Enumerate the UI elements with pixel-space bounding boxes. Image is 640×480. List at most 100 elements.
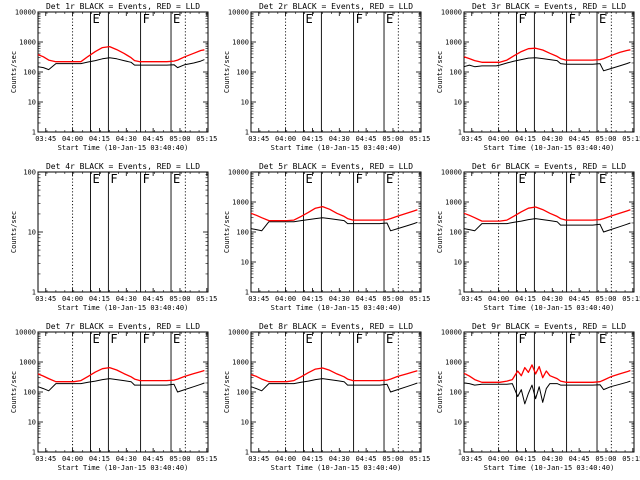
panel-det-9: Det 9r BLACK = Events, RED = LLD 03:45 04:… — [436, 322, 640, 472]
x-tick-label: 04:45 — [143, 135, 164, 143]
chart-title: Det 2r BLACK = Events, RED = LLD — [259, 2, 413, 11]
y-tick-label: 100 — [23, 169, 36, 177]
x-tick-label: 05:15 — [622, 295, 640, 303]
marker-label: E — [599, 172, 606, 186]
y-tick-label: 10 — [241, 99, 249, 107]
marker-label: E — [518, 172, 525, 186]
y-tick-label: 10000 — [441, 169, 462, 177]
marker-label: F — [569, 332, 576, 346]
y-tick-label: 1 — [458, 289, 462, 297]
marker-label: E — [599, 332, 606, 346]
x-tick-label: 05:00 — [382, 135, 403, 143]
x-tick-label: 05:15 — [622, 135, 640, 143]
marker-label: E — [173, 172, 180, 186]
x-tick-label: 04:30 — [116, 135, 137, 143]
x-tick-label: 04:00 — [488, 295, 509, 303]
x-tick-label: 05:15 — [409, 455, 430, 463]
x-tick-label: 05:00 — [595, 455, 616, 463]
marker-label: E — [386, 172, 393, 186]
y-tick-label: 10000 — [15, 329, 36, 337]
marker-label: F — [356, 332, 363, 346]
y-tick-label: 1 — [32, 289, 36, 297]
series-line-events — [37, 378, 205, 393]
x-axis-label: Start Time (10-Jan-15 03:40:40) — [271, 304, 402, 312]
series-line-events — [250, 217, 418, 232]
x-tick-label: 04:15 — [302, 135, 323, 143]
y-tick-label: 1 — [245, 449, 249, 457]
y-tick-label: 1000 — [445, 39, 462, 47]
y-tick-label: 10000 — [228, 9, 249, 17]
panel-det-8: Det 8r BLACK = Events, RED = LLD 03:45 04:… — [223, 322, 430, 472]
x-tick-label: 04:30 — [116, 295, 137, 303]
x-tick-label: 04:30 — [329, 295, 350, 303]
x-axis-label: Start Time (10-Jan-15 03:40:40) — [271, 144, 402, 152]
plot-frame — [250, 171, 422, 293]
x-axis-label: Start Time (10-Jan-15 03:40:40) — [484, 144, 615, 152]
x-tick-label: 04:15 — [302, 455, 323, 463]
y-tick-label: 10 — [454, 259, 462, 267]
x-tick-label: 04:15 — [89, 455, 110, 463]
plot-frame — [250, 11, 422, 133]
y-tick-label: 10 — [28, 99, 36, 107]
x-tick-label: 04:30 — [329, 455, 350, 463]
panel-det-1: Det 1r BLACK = Events, RED = LLD 03:45 04:… — [10, 2, 217, 152]
y-tick-label: 100 — [449, 69, 462, 77]
x-tick-label: 05:00 — [382, 295, 403, 303]
y-tick-label: 10 — [241, 419, 249, 427]
marker-label: F — [110, 172, 117, 186]
x-tick-label: 05:15 — [409, 135, 430, 143]
x-tick-label: 04:30 — [329, 135, 350, 143]
marker-label: E — [599, 12, 606, 26]
y-tick-label: 1 — [32, 449, 36, 457]
series-line-events — [250, 378, 418, 393]
y-tick-label: 10 — [454, 99, 462, 107]
plot-frame — [250, 331, 422, 453]
x-tick-label: 04:45 — [356, 135, 377, 143]
series-line-lld — [463, 47, 631, 63]
x-tick-label: 05:15 — [196, 455, 217, 463]
y-axis-label: Counts/sec — [436, 51, 444, 93]
marker-label: E — [92, 332, 99, 346]
x-tick-label: 04:45 — [569, 295, 590, 303]
marker-label: F — [518, 332, 525, 346]
y-tick-label: 10000 — [228, 169, 249, 177]
y-tick-label: 1 — [245, 129, 249, 137]
x-tick-label: 04:00 — [62, 135, 83, 143]
x-tick-label: 04:00 — [62, 295, 83, 303]
plot-frame — [463, 331, 635, 453]
x-tick-label: 04:45 — [356, 295, 377, 303]
series-line-lld — [463, 364, 631, 383]
marker-label: E — [173, 12, 180, 26]
y-tick-label: 10 — [28, 229, 36, 237]
panel-det-6: Det 6r BLACK = Events, RED = LLD 03:45 04:… — [436, 162, 640, 312]
y-tick-label: 10 — [28, 419, 36, 427]
x-tick-label: 04:00 — [62, 455, 83, 463]
panel-det-7: Det 7r BLACK = Events, RED = LLD 03:45 04:… — [10, 322, 217, 472]
x-tick-label: 05:00 — [382, 455, 403, 463]
marker-label: E — [305, 12, 312, 26]
x-tick-label: 03:45 — [248, 455, 269, 463]
x-tick-label: 03:45 — [35, 455, 56, 463]
series-line-lld — [250, 205, 418, 222]
y-axis-label: Counts/sec — [223, 51, 231, 93]
x-tick-label: 03:45 — [35, 295, 56, 303]
marker-label: E — [92, 12, 99, 26]
marker-label: E — [305, 332, 312, 346]
marker-label: E — [386, 332, 393, 346]
y-tick-label: 100 — [23, 69, 36, 77]
marker-label: F — [143, 332, 150, 346]
x-tick-label: 05:15 — [409, 295, 430, 303]
x-tick-label: 04:15 — [89, 295, 110, 303]
marker-label: F — [569, 172, 576, 186]
x-tick-label: 03:45 — [461, 135, 482, 143]
x-tick-label: 04:15 — [515, 455, 536, 463]
x-tick-label: 04:15 — [515, 295, 536, 303]
x-tick-label: 05:15 — [196, 295, 217, 303]
y-tick-label: 1000 — [445, 359, 462, 367]
marker-label: E — [92, 172, 99, 186]
x-tick-label: 04:30 — [116, 455, 137, 463]
y-tick-label: 100 — [449, 229, 462, 237]
y-axis-label: Counts/sec — [10, 371, 18, 413]
y-tick-label: 1000 — [19, 359, 36, 367]
chart-title: Det 5r BLACK = Events, RED = LLD — [259, 162, 413, 171]
